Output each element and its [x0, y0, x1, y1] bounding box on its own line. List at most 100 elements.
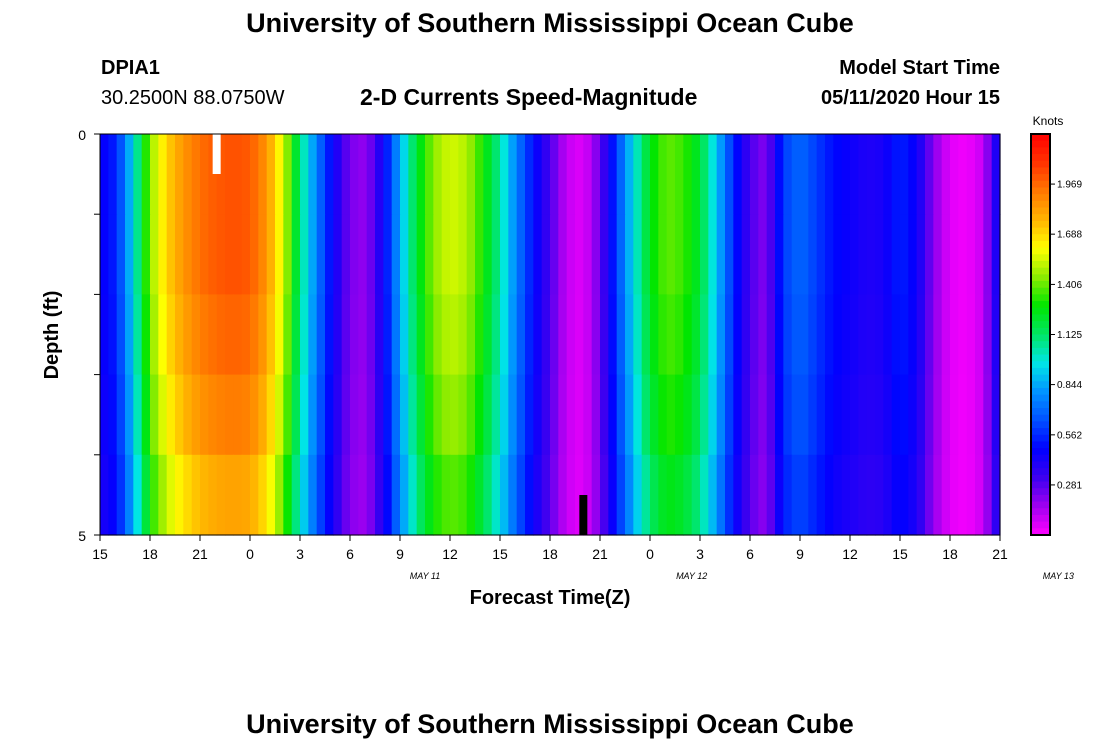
x-tick-label: 15	[892, 546, 908, 562]
colorbar-tick-label: 1.688	[1057, 230, 1082, 241]
colorbar-segment	[1031, 347, 1050, 356]
heatmap-cell	[508, 134, 518, 215]
heatmap-cell	[733, 374, 743, 456]
heatmap-cell	[825, 454, 834, 536]
heatmap-cell	[575, 294, 584, 376]
heatmap-cell	[341, 294, 351, 376]
heatmap-cell	[425, 214, 434, 295]
heatmap-cell	[500, 214, 509, 295]
heatmap-cell	[700, 214, 709, 295]
heatmap-cell	[266, 294, 276, 376]
heatmap-cell	[241, 374, 251, 456]
heatmap-cell	[958, 294, 968, 376]
heatmap-cell	[883, 294, 893, 376]
heatmap-cell	[608, 134, 618, 215]
heatmap-cell	[925, 454, 934, 536]
heatmap-cell	[416, 454, 426, 536]
heatmap-cell	[991, 134, 1001, 215]
heatmap-cell	[966, 374, 976, 456]
heatmap-cell	[250, 214, 259, 295]
heatmap-cell	[966, 294, 976, 376]
heatmap-cell	[500, 374, 509, 456]
heatmap-cell	[866, 134, 876, 215]
heatmap-cell	[241, 214, 251, 295]
heatmap-cell	[141, 214, 151, 295]
heatmap-cell	[275, 454, 284, 536]
heatmap-cell	[150, 374, 159, 456]
heatmap-cell	[333, 294, 343, 376]
heatmap-cell	[975, 294, 984, 376]
heatmap-cell	[916, 374, 926, 456]
heatmap-cell	[466, 134, 476, 215]
colorbar-segment	[1031, 354, 1050, 362]
heatmap-cell	[225, 134, 234, 215]
heatmap-cell	[550, 374, 559, 456]
heatmap-cell	[216, 374, 226, 456]
heatmap-cell	[791, 214, 801, 295]
heatmap-cell	[491, 454, 501, 536]
heatmap-cell	[391, 454, 401, 536]
heatmap-cell	[816, 374, 826, 456]
date-label: MAY 12	[676, 571, 707, 581]
heatmap-cell	[200, 214, 209, 295]
heatmap-cell	[350, 294, 359, 376]
heatmap-cell	[316, 454, 326, 536]
colorbar-segment	[1031, 167, 1050, 175]
heatmap-cell	[416, 214, 426, 295]
heatmap-cell	[275, 214, 284, 295]
heatmap-cell	[725, 374, 734, 456]
heatmap-cell	[833, 374, 843, 456]
heatmap-cell	[325, 214, 334, 295]
heatmap-cell	[908, 374, 918, 456]
heatmap-cell	[950, 134, 959, 215]
heatmap-cell	[675, 294, 684, 376]
heatmap-cell	[508, 454, 518, 536]
heatmap-cell	[408, 454, 418, 536]
x-axis-label: Forecast Time(Z)	[470, 587, 631, 609]
heatmap-cell	[333, 454, 343, 536]
colorbar-segment	[1031, 387, 1050, 396]
heatmap-cell	[425, 294, 434, 376]
heatmap-cell	[583, 214, 593, 295]
colorbar-segment	[1031, 334, 1050, 342]
heatmap-cell	[883, 134, 893, 215]
colorbar-segment	[1031, 508, 1050, 516]
heatmap-cell	[675, 134, 684, 215]
heatmap-cell	[983, 374, 993, 456]
heatmap-cell	[950, 294, 959, 376]
colorbar-segment	[1031, 454, 1050, 463]
heatmap-cell	[933, 214, 943, 295]
heatmap-cell	[725, 454, 734, 536]
colorbar-segment	[1031, 448, 1050, 456]
heatmap-cell	[933, 134, 943, 215]
heatmap-chart: 15 18 21 0 3 6 9 12 15 18 21 0 3 6 9 12 15 18 21 05 MAY 11…	[41, 114, 1082, 609]
heatmap-cell	[991, 294, 1001, 376]
heatmap-cell	[741, 294, 751, 376]
heatmap-cell	[591, 374, 601, 456]
heatmap-cell	[216, 454, 226, 536]
colorbar-segment	[1031, 154, 1050, 162]
heatmap-cell	[941, 134, 951, 215]
heatmap-cell	[383, 374, 393, 456]
heatmap-cell	[283, 134, 293, 215]
heatmap-cell	[908, 214, 918, 295]
heatmap-cell	[908, 454, 918, 536]
heatmap-cell	[650, 214, 659, 295]
heatmap-cell	[700, 134, 709, 215]
heatmap-cell	[591, 454, 601, 536]
heatmap-cell	[825, 134, 834, 215]
heatmap-cell	[875, 134, 884, 215]
colorbar-segment	[1031, 234, 1050, 242]
heatmap-cell	[925, 134, 934, 215]
heatmap-cell	[266, 134, 276, 215]
station-coords: 30.2500N 88.0750W	[101, 87, 285, 109]
x-tick-label: 21	[192, 546, 208, 562]
heatmap-cell	[766, 374, 776, 456]
heatmap-cell	[883, 454, 893, 536]
heatmap-cell	[225, 374, 234, 456]
heatmap-cell	[291, 374, 301, 456]
colorbar-segment	[1031, 514, 1050, 523]
heatmap-cell	[908, 294, 918, 376]
heatmap-cell	[400, 134, 409, 215]
heatmap-cell	[775, 294, 784, 376]
